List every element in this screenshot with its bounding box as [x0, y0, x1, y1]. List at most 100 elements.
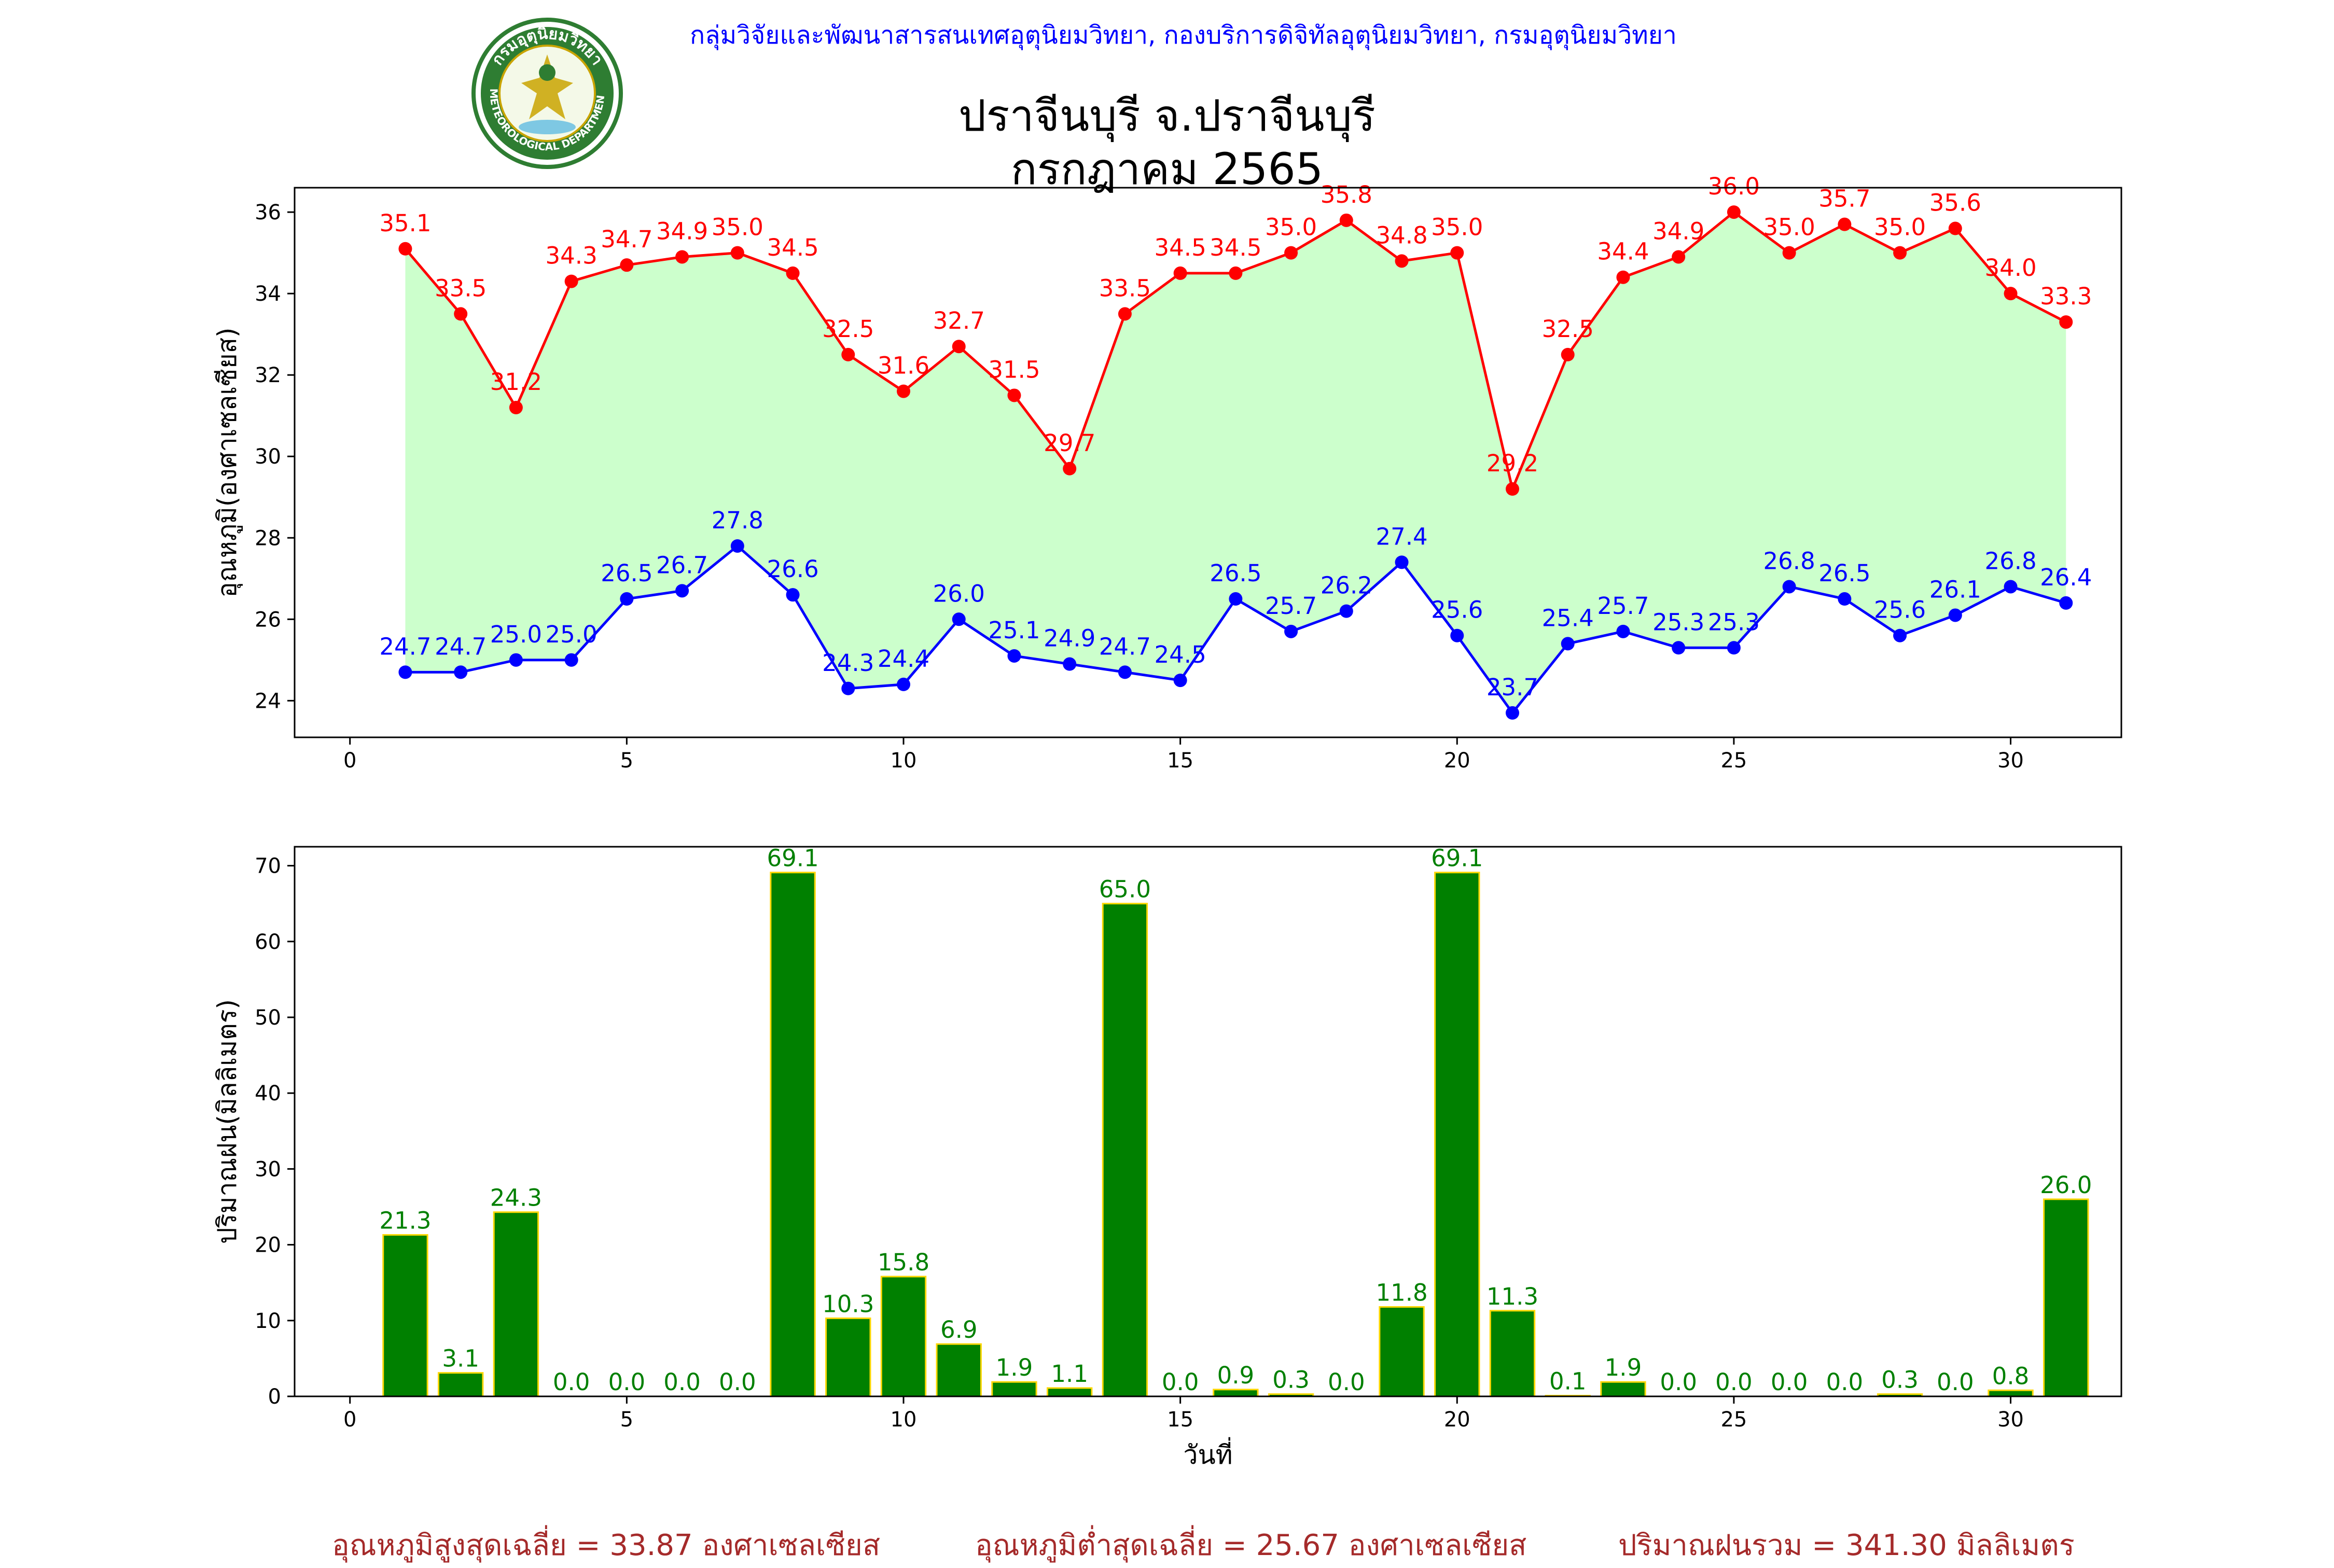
- rain-bar: [1046, 1387, 1093, 1397]
- rain-bar: [1600, 1381, 1646, 1397]
- min-temp-point: [1007, 649, 1021, 663]
- min-temp-point: [2059, 596, 2073, 610]
- max-temp-label: 34.8: [1376, 221, 1427, 249]
- max-temp-label: 35.0: [712, 214, 763, 241]
- rain-bar: [437, 1372, 484, 1397]
- max-temp-point: [1339, 213, 1353, 227]
- rain-xtick-label: 5: [620, 1408, 633, 1432]
- rain-bar-label: 11.3: [1486, 1283, 1538, 1310]
- temp-ytick-label: 36: [255, 201, 281, 225]
- chart-title-station: ปราจีนบุรี จ.ปราจีนบุรี: [958, 90, 1376, 141]
- max-temp-label: 29.2: [1486, 450, 1538, 477]
- rain-ytick-label: 60: [255, 930, 281, 954]
- max-temp-point: [1672, 250, 1686, 264]
- min-temp-label: 25.7: [1265, 592, 1317, 620]
- max-temp-point: [2004, 287, 2018, 301]
- min-temp-label: 26.4: [2040, 564, 2092, 591]
- max-temp-point: [1782, 246, 1796, 260]
- max-temp-point: [454, 307, 468, 321]
- temp-xtick-label: 10: [891, 749, 917, 773]
- min-temp-point: [620, 592, 634, 606]
- rain-bar-label: 1.9: [996, 1354, 1033, 1381]
- min-temp-label: 25.6: [1874, 596, 1926, 624]
- min-temp-label: 26.1: [1929, 576, 1981, 603]
- min-temp-point: [1395, 555, 1409, 569]
- max-temp-point: [786, 266, 800, 280]
- temp-ytick-label: 30: [255, 445, 281, 469]
- max-temp-point: [398, 242, 412, 256]
- rain-bar: [1988, 1389, 2034, 1397]
- max-temp-label: 35.1: [379, 209, 431, 237]
- max-temp-label: 31.5: [988, 356, 1040, 383]
- rain-bar-label: 0.0: [1771, 1368, 1808, 1396]
- min-temp-point: [1229, 592, 1243, 606]
- max-temp-point: [1506, 482, 1519, 496]
- chart-title-month: กรกฎาคม 2565: [1010, 144, 1324, 194]
- rain-bar-label: 0.0: [1826, 1368, 1864, 1396]
- rain-bar: [991, 1381, 1037, 1397]
- temp-frame: [294, 187, 2122, 738]
- max-temp-label: 33.5: [1099, 274, 1151, 302]
- rain-bar-label: 0.0: [1937, 1368, 1974, 1396]
- max-temp-label: 36.0: [1708, 173, 1760, 200]
- max-temp-label: 32.7: [933, 307, 985, 334]
- rain-xtick-label: 25: [1720, 1408, 1747, 1432]
- rain-bar-label: 0.0: [663, 1368, 701, 1396]
- temp-xtick-label: 20: [1444, 749, 1470, 773]
- rain-xtick-label: 30: [1997, 1408, 2024, 1432]
- min-temp-point: [675, 584, 689, 598]
- max-temp-label: 29.7: [1044, 429, 1095, 457]
- min-temp-point: [1893, 628, 1907, 642]
- max-temp-label: 35.7: [1818, 185, 1870, 213]
- max-temp-label: 35.0: [1874, 214, 1926, 241]
- min-temp-label: 26.7: [656, 551, 708, 579]
- max-temp-label: 34.4: [1597, 238, 1649, 265]
- max-temp-label: 31.2: [490, 368, 542, 396]
- min-temp-label: 25.0: [546, 621, 598, 648]
- max-temp-point: [1838, 217, 1852, 231]
- min-temp-point: [786, 588, 800, 602]
- rain-ytick-label: 0: [268, 1385, 281, 1409]
- max-temp-point: [1063, 461, 1077, 475]
- min-temp-label: 23.7: [1486, 674, 1538, 701]
- min-temp-label: 24.5: [1155, 641, 1206, 668]
- rain-ylabel: ปริมาณฝน(มิลลิเมตร): [212, 999, 242, 1244]
- min-temp-point: [730, 539, 744, 553]
- min-temp-point: [454, 665, 468, 679]
- max-temp-point: [1118, 307, 1132, 321]
- temp-xtick-label: 15: [1167, 749, 1193, 773]
- min-temp-label: 26.0: [933, 580, 985, 607]
- rain-bar-label: 0.0: [1162, 1368, 1199, 1396]
- max-temp-point: [1007, 388, 1021, 402]
- max-temp-point: [730, 246, 744, 260]
- min-temp-point: [897, 677, 910, 691]
- rain-bar: [880, 1276, 927, 1397]
- max-temp-point: [1561, 347, 1575, 361]
- min-temp-point: [1118, 665, 1132, 679]
- min-temp-point: [1450, 628, 1464, 642]
- min-temp-point: [398, 665, 412, 679]
- temp-ytick-label: 34: [255, 282, 281, 306]
- rain-bar-label: 0.0: [608, 1368, 646, 1396]
- min-temp-point: [564, 653, 578, 667]
- rain-bar-label: 0.0: [719, 1368, 756, 1396]
- temp-ytick-label: 26: [255, 608, 281, 632]
- max-temp-point: [509, 401, 523, 414]
- min-temp-label: 24.9: [1044, 625, 1095, 652]
- rain-bar-label: 1.9: [1605, 1354, 1642, 1381]
- rain-xtick-label: 10: [891, 1408, 917, 1432]
- min-temp-point: [1284, 624, 1298, 638]
- temp-ytick-label: 32: [255, 363, 281, 387]
- max-temp-label: 32.5: [822, 315, 874, 343]
- rain-bar: [1379, 1306, 1425, 1397]
- temperature-range-fill: [405, 212, 2066, 713]
- temp-ytick-label: 28: [255, 526, 281, 550]
- max-temp-point: [1616, 270, 1630, 284]
- rain-bar: [936, 1343, 982, 1397]
- rain-ytick-label: 70: [255, 855, 281, 878]
- max-temp-label: 33.3: [2040, 283, 2092, 310]
- rain-bar-label: 24.3: [490, 1184, 542, 1212]
- max-temp-label: 32.5: [1542, 315, 1594, 343]
- max-temp-point: [1395, 254, 1409, 268]
